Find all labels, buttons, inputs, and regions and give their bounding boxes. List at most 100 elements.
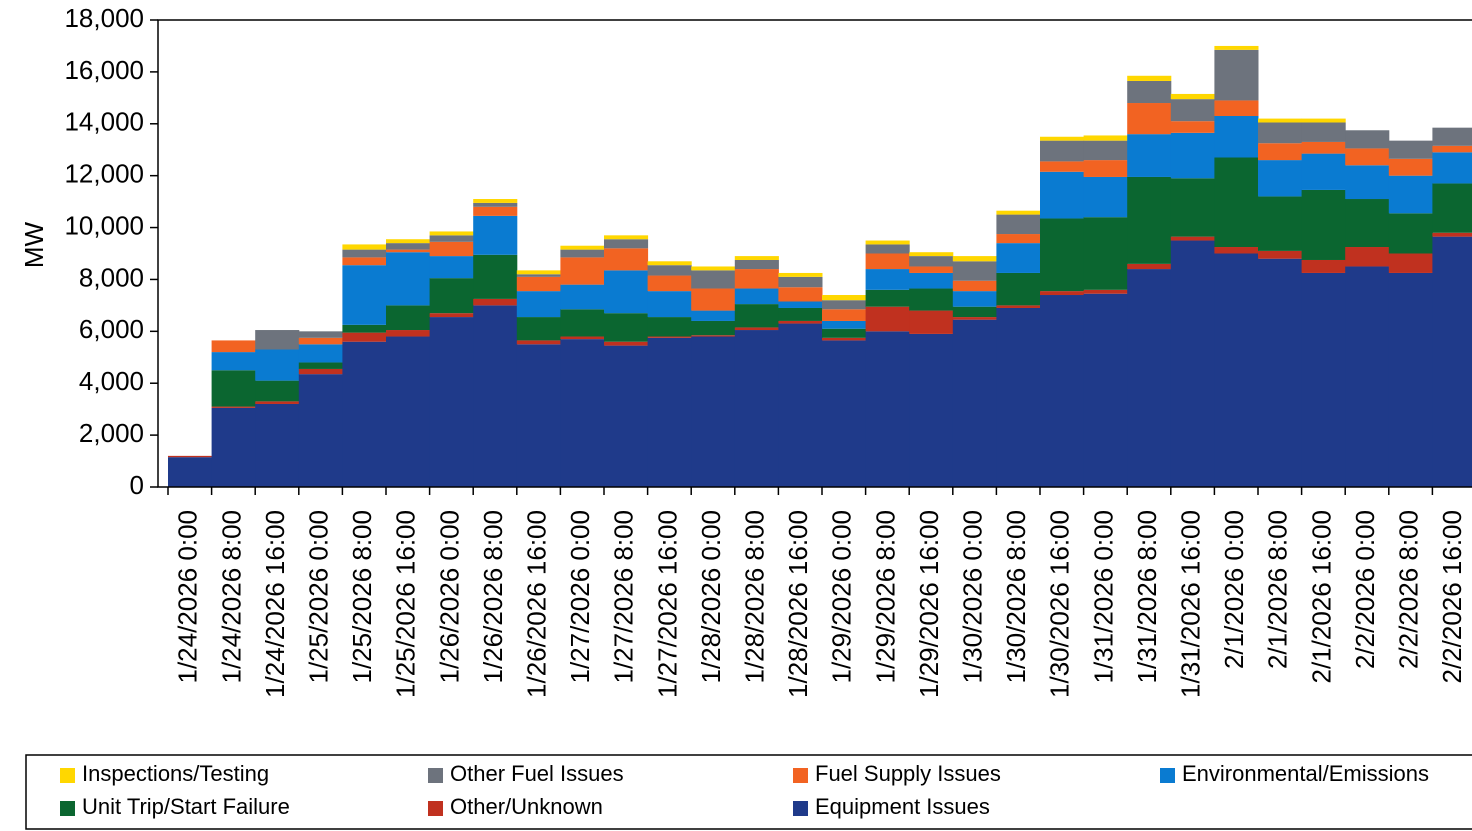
area-segment — [604, 235, 649, 240]
area-segment — [560, 339, 605, 487]
x-tick-label: 1/29/2026 16:00 — [914, 510, 944, 698]
area-segment — [386, 249, 431, 253]
area-segment — [647, 275, 692, 292]
area-segment — [996, 305, 1041, 308]
area-segment — [342, 257, 387, 266]
area-segment — [1170, 121, 1215, 133]
legend-label: Fuel Supply Issues — [815, 761, 1001, 786]
area-segment — [516, 340, 561, 345]
area-segment — [1388, 158, 1433, 176]
x-tick-label: 1/29/2026 8:00 — [870, 510, 900, 684]
area-segment — [1214, 157, 1259, 248]
area-segment — [1345, 247, 1390, 267]
area-segment — [865, 331, 910, 487]
area-segment — [1345, 199, 1390, 248]
area-segment — [168, 457, 213, 487]
legend-label: Unit Trip/Start Failure — [82, 794, 290, 819]
legend-label: Other/Unknown — [450, 794, 603, 819]
area-segment — [1040, 140, 1085, 162]
x-tick-label: 1/25/2026 8:00 — [347, 510, 377, 684]
area-segment — [734, 304, 779, 328]
area-segment — [1040, 218, 1085, 292]
area-segment — [1258, 196, 1303, 251]
x-tick-label: 2/1/2026 8:00 — [1263, 510, 1293, 669]
area-segment — [1432, 236, 1472, 487]
area-segment — [1432, 152, 1472, 184]
area-segment — [1127, 103, 1172, 135]
area-segment — [255, 349, 300, 381]
x-tick-label: 1/25/2026 16:00 — [391, 510, 421, 698]
legend-swatch — [793, 768, 808, 783]
area-segment — [604, 313, 649, 342]
area-segment — [1258, 122, 1303, 144]
area-segment — [473, 202, 518, 207]
area-segment — [429, 313, 474, 318]
area-segment — [298, 362, 343, 369]
area-segment — [1214, 49, 1259, 101]
legend-swatch — [793, 801, 808, 816]
area-segment — [909, 252, 954, 257]
legend-label: Inspections/Testing — [82, 761, 269, 786]
area-segment — [473, 254, 518, 299]
legend-swatch — [428, 768, 443, 783]
area-segment — [691, 335, 736, 337]
area-segment — [952, 291, 997, 307]
area-segment — [952, 261, 997, 281]
area-segment — [996, 243, 1041, 273]
area-segment — [1170, 240, 1215, 487]
x-tick-label: 2/2/2026 8:00 — [1393, 510, 1423, 669]
x-tick-label: 1/31/2026 0:00 — [1088, 510, 1118, 684]
area-segment — [1388, 213, 1433, 254]
area-segment — [1127, 134, 1172, 177]
area-segment — [909, 288, 954, 311]
area-segment — [473, 199, 518, 203]
area-segment — [691, 288, 736, 311]
area-segment — [1040, 161, 1085, 172]
x-tick-label: 2/2/2026 16:00 — [1437, 510, 1467, 684]
area-segment — [1083, 160, 1128, 177]
area-segment — [996, 210, 1041, 215]
x-tick-label: 1/31/2026 8:00 — [1132, 510, 1162, 684]
area-segment — [255, 380, 300, 402]
area-segment — [1301, 118, 1346, 123]
area-segment — [560, 336, 605, 340]
area-segment — [647, 337, 692, 487]
area-segment — [1083, 217, 1128, 290]
area-segment — [865, 269, 910, 290]
area-segment — [1258, 160, 1303, 197]
area-segment — [952, 306, 997, 318]
x-tick-label: 1/25/2026 0:00 — [303, 510, 333, 684]
x-tick-label: 1/30/2026 0:00 — [957, 510, 987, 684]
area-segment — [822, 295, 867, 301]
legend-swatch — [60, 768, 75, 783]
area-segment — [865, 240, 910, 245]
area-segment — [909, 256, 954, 267]
area-segment — [1258, 258, 1303, 487]
area-segment — [1301, 153, 1346, 190]
area-segment — [1214, 100, 1259, 116]
area-segment — [298, 331, 343, 338]
area-segment — [691, 310, 736, 321]
area-segment — [298, 337, 343, 345]
area-segment — [386, 336, 431, 487]
area-segment — [778, 272, 823, 277]
area-segment — [1214, 45, 1259, 50]
y-tick-label: 14,000 — [64, 107, 144, 137]
area-segment — [778, 323, 823, 487]
area-segment — [386, 239, 431, 244]
area-segment — [1127, 269, 1172, 487]
area-segment — [1170, 178, 1215, 237]
area-segment — [1345, 266, 1390, 487]
x-tick-label: 1/28/2026 8:00 — [739, 510, 769, 684]
area-segment — [1301, 272, 1346, 487]
area-segment — [342, 341, 387, 487]
area-segment — [560, 257, 605, 285]
x-tick-label: 2/1/2026 0:00 — [1219, 510, 1249, 669]
area-segment — [1170, 99, 1215, 122]
y-tick-label: 0 — [130, 470, 144, 500]
area-segment — [429, 256, 474, 279]
x-tick-label: 1/24/2026 16:00 — [260, 510, 290, 698]
area-segment — [604, 248, 649, 271]
area-segment — [1432, 232, 1472, 237]
